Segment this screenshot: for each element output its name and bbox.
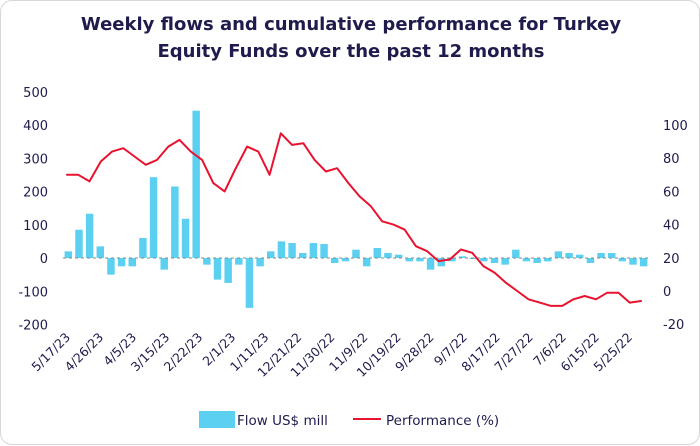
chart-title-line-2: Equity Funds over the past 12 months bbox=[157, 41, 545, 62]
chart-title-line-1: Weekly flows and cumulative performance … bbox=[80, 14, 622, 35]
flow-bar bbox=[416, 258, 424, 262]
y-left-tick-label: -200 bbox=[18, 319, 48, 334]
flow-bar bbox=[512, 249, 520, 258]
y-right-tick-label: 80 bbox=[663, 152, 680, 167]
flow-bar bbox=[458, 256, 467, 258]
flow-bar bbox=[565, 253, 573, 258]
y-left-tick-label: -100 bbox=[18, 285, 48, 300]
flow-bar bbox=[426, 258, 435, 270]
flow-bar bbox=[384, 253, 392, 258]
y-right-tick-label: 40 bbox=[663, 219, 680, 234]
y-left-tick-label: 300 bbox=[23, 152, 48, 167]
flow-bar bbox=[352, 249, 360, 258]
y-right-tick-label: -20 bbox=[663, 318, 684, 333]
flow-bar bbox=[224, 258, 232, 283]
flow-bar bbox=[586, 258, 595, 263]
flow-bar bbox=[501, 258, 509, 265]
flow-bar bbox=[629, 258, 637, 265]
legend-flow-label: Flow US$ mill bbox=[237, 413, 328, 429]
flow-bar bbox=[437, 258, 445, 267]
flow-bar bbox=[277, 241, 286, 259]
flow-bar bbox=[160, 258, 168, 270]
flow-bar bbox=[618, 258, 627, 262]
flow-bar bbox=[309, 243, 318, 258]
flow-bar bbox=[107, 258, 115, 275]
y-left-tick-label: 0 bbox=[40, 252, 48, 267]
flow-bar bbox=[576, 254, 584, 258]
legend-flow-swatch bbox=[199, 411, 235, 428]
flow-bar bbox=[597, 253, 605, 258]
flow-bar bbox=[554, 251, 563, 258]
flow-bar bbox=[85, 213, 94, 258]
flow-bar bbox=[171, 186, 179, 258]
flow-bar bbox=[373, 248, 382, 258]
y-left-tick-label: 200 bbox=[23, 186, 48, 201]
flow-bar bbox=[522, 258, 531, 262]
flow-bar bbox=[341, 258, 350, 262]
flow-bar bbox=[192, 110, 200, 258]
y-right-tick-label: 0 bbox=[663, 285, 671, 300]
flow-bar bbox=[267, 251, 275, 258]
chart-title: Weekly flows and cumulative performance … bbox=[1, 11, 700, 65]
flow-bar bbox=[299, 253, 307, 258]
flow-bar bbox=[149, 177, 158, 258]
flow-bar bbox=[362, 258, 371, 267]
flow-bar bbox=[117, 258, 126, 267]
flow-bar bbox=[235, 258, 243, 265]
flow-bar bbox=[213, 258, 222, 280]
flow-bar bbox=[96, 246, 105, 258]
flow-bar bbox=[288, 243, 296, 258]
flow-bar bbox=[203, 258, 211, 265]
performance-line bbox=[66, 132, 642, 307]
flow-bar bbox=[181, 218, 190, 258]
flow-bar bbox=[139, 238, 147, 258]
flow-bar bbox=[330, 258, 339, 263]
flow-bar bbox=[533, 258, 541, 263]
flow-bar bbox=[480, 258, 488, 262]
y-left-tick-label: 100 bbox=[23, 219, 48, 234]
flow-bar bbox=[394, 254, 403, 258]
y-left-tick-label: 400 bbox=[23, 119, 48, 134]
flow-bar bbox=[256, 258, 264, 267]
y-right-tick-label: 100 bbox=[663, 119, 688, 134]
flow-bar bbox=[75, 229, 83, 258]
flow-bar bbox=[320, 244, 328, 258]
legend-performance-label: Performance (%) bbox=[386, 413, 499, 429]
flow-bar bbox=[405, 258, 413, 262]
y-right-tick-label: 60 bbox=[663, 185, 680, 200]
flow-bar bbox=[544, 258, 552, 262]
flow-bar bbox=[448, 258, 456, 262]
y-right-tick-label: 20 bbox=[663, 252, 680, 267]
y-left-tick-label: 500 bbox=[23, 86, 48, 101]
flow-bar bbox=[64, 251, 73, 258]
flow-bar bbox=[245, 258, 254, 308]
flow-bar bbox=[490, 258, 499, 263]
flow-bar bbox=[607, 253, 616, 258]
flow-bar bbox=[639, 258, 648, 267]
flow-bar bbox=[128, 258, 136, 267]
